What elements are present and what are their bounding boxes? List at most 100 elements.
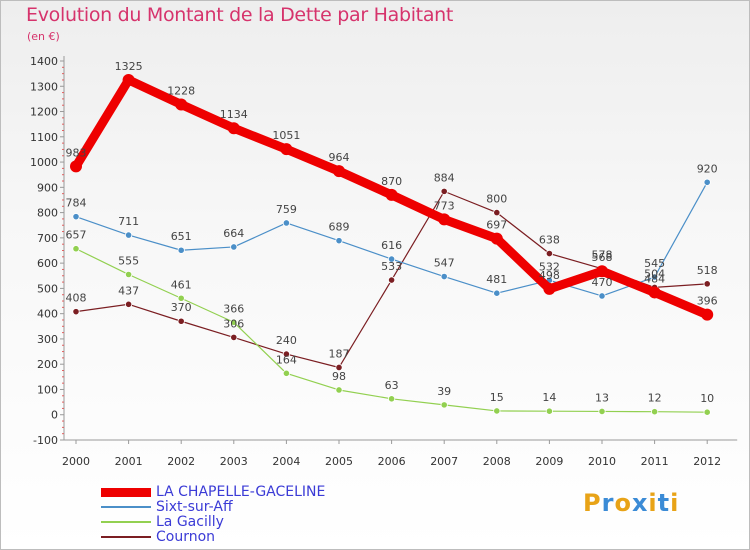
data-label-cournon: 240	[276, 334, 297, 347]
data-label-cournon: 187	[329, 347, 350, 360]
data-label-la-gacilly: 10	[700, 392, 714, 405]
data-point-la-chapelle-gaceline	[385, 188, 398, 201]
data-label-la-chapelle-gaceline: 396	[697, 295, 718, 308]
legend-label-la-gacilly: La Gacilly	[156, 514, 224, 530]
data-point-la-chapelle-gaceline	[438, 213, 451, 226]
data-label-la-chapelle-gaceline: 1325	[115, 60, 143, 73]
data-point-cournon	[335, 363, 343, 372]
data-point-cournon	[493, 209, 501, 217]
y-tick-label: 1100	[30, 131, 58, 144]
data-point-cournon	[440, 187, 448, 195]
data-point-sixt-sur-aff	[598, 292, 606, 300]
data-point-sixt-sur-aff	[703, 178, 711, 186]
data-point-la-gacilly	[493, 407, 501, 415]
data-point-sixt-sur-aff	[650, 273, 659, 281]
x-tick-label: 2006	[378, 455, 406, 468]
data-point-cournon	[125, 300, 133, 308]
y-tick-label: 200	[37, 358, 58, 371]
logo-letter: o	[614, 489, 632, 517]
data-point-cournon	[387, 276, 396, 284]
data-point-sixt-sur-aff	[440, 272, 448, 281]
data-point-sixt-sur-aff	[335, 237, 343, 245]
logo-letter: i	[648, 489, 658, 517]
legend-swatch-la-gacilly	[101, 521, 151, 523]
y-tick-label: 800	[37, 207, 58, 220]
data-point-cournon	[545, 249, 554, 258]
x-tick-label: 2008	[483, 455, 511, 468]
data-label-la-chapelle-gaceline: 1228	[167, 84, 195, 97]
data-label-sixt-sur-aff: 547	[434, 257, 455, 270]
legend-label-sixt-sur-aff: Sixt-sur-Aff	[156, 499, 233, 515]
data-label-cournon: 408	[66, 292, 87, 305]
data-point-la-gacilly	[703, 408, 711, 416]
data-label-la-gacilly: 14	[542, 391, 556, 404]
data-point-la-gacilly	[545, 407, 554, 415]
data-label-cournon: 578	[592, 249, 613, 262]
data-point-sixt-sur-aff	[177, 246, 185, 254]
data-point-la-chapelle-gaceline	[175, 98, 188, 111]
data-label-la-gacilly: 555	[118, 255, 139, 268]
data-label-la-chapelle-gaceline: 697	[486, 219, 507, 232]
y-tick-label: 1200	[30, 106, 58, 119]
data-point-la-gacilly	[230, 318, 238, 326]
data-label-cournon: 437	[118, 284, 139, 297]
legend-label-cournon: Cournon	[156, 529, 216, 545]
data-label-sixt-sur-aff: 664	[223, 227, 244, 240]
data-label-la-gacilly: 39	[437, 385, 451, 398]
data-label-sixt-sur-aff: 711	[118, 215, 139, 228]
proxiti-logo: Proxiti	[583, 489, 679, 517]
data-label-la-gacilly: 98	[332, 370, 346, 383]
data-point-la-gacilly	[650, 408, 659, 416]
data-point-la-gacilly	[282, 369, 290, 377]
y-tick-label: 900	[37, 181, 58, 194]
logo-letter: t	[657, 489, 671, 517]
y-tick-label: 1400	[30, 55, 58, 68]
data-label-sixt-sur-aff: 545	[644, 257, 665, 270]
data-label-la-gacilly: 13	[595, 391, 609, 404]
data-label-la-gacilly: 657	[66, 229, 87, 242]
x-tick-label: 2007	[430, 455, 458, 468]
legend-swatch-sixt-sur-aff	[101, 506, 151, 508]
data-point-la-chapelle-gaceline	[648, 286, 661, 299]
x-tick-label: 2002	[167, 455, 195, 468]
x-tick-label: 2012	[693, 455, 721, 468]
data-point-la-chapelle-gaceline	[490, 232, 503, 245]
data-point-sixt-sur-aff	[72, 213, 80, 221]
y-tick-label: 100	[37, 383, 58, 396]
data-point-cournon	[177, 317, 185, 325]
data-point-la-chapelle-gaceline	[701, 308, 714, 321]
data-point-la-gacilly	[387, 395, 396, 403]
data-label-la-gacilly: 366	[223, 302, 244, 315]
x-tick-label: 2004	[272, 455, 300, 468]
data-label-cournon: 504	[644, 267, 665, 280]
data-label-la-chapelle-gaceline: 484	[644, 272, 665, 285]
data-label-sixt-sur-aff: 616	[381, 239, 402, 252]
data-label-cournon: 518	[697, 264, 718, 277]
data-point-la-chapelle-gaceline	[280, 143, 293, 156]
data-label-cournon: 638	[539, 234, 560, 247]
data-label-la-chapelle-gaceline: 983	[66, 146, 87, 159]
data-label-la-gacilly: 15	[490, 391, 504, 404]
data-point-la-chapelle-gaceline	[227, 122, 240, 135]
data-label-la-chapelle-gaceline: 568	[592, 251, 613, 264]
data-label-la-chapelle-gaceline: 498	[539, 269, 560, 282]
data-point-la-gacilly	[72, 245, 80, 253]
data-point-la-chapelle-gaceline	[333, 165, 345, 178]
legend-swatch-cournon	[101, 536, 151, 538]
data-label-sixt-sur-aff: 920	[697, 162, 718, 175]
data-label-la-chapelle-gaceline: 773	[434, 199, 455, 212]
x-tick-label: 2009	[535, 455, 563, 468]
data-label-la-chapelle-gaceline: 1134	[220, 108, 248, 121]
data-label-la-gacilly: 12	[648, 392, 662, 405]
data-point-la-gacilly	[125, 270, 133, 279]
data-label-la-gacilly: 461	[171, 278, 192, 291]
data-label-sixt-sur-aff: 532	[539, 260, 560, 273]
y-tick-label: 0	[51, 409, 58, 422]
x-tick-label: 2010	[588, 455, 616, 468]
y-tick-label: 400	[37, 308, 58, 321]
data-point-sixt-sur-aff	[493, 289, 501, 297]
data-point-cournon	[703, 280, 711, 288]
y-tick-label: 1000	[30, 156, 58, 169]
